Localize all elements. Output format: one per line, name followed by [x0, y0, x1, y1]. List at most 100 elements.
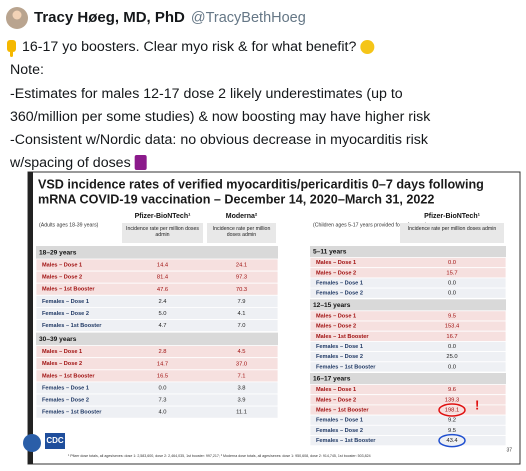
slide-title: VSD incidence rates of verified myocardi… [38, 177, 484, 191]
group-row [36, 246, 278, 259]
cell-value: 3.8 [237, 385, 245, 391]
column-sub-bg [122, 223, 203, 243]
cell-value: 25.0 [446, 354, 457, 360]
cell-value: 4.0 [158, 410, 166, 416]
table-row [309, 287, 507, 299]
cell-value: 24.1 [236, 263, 247, 269]
cell-value: 0.0 [448, 291, 456, 297]
cell-value: 0.0 [448, 364, 456, 370]
cell-value: 7.9 [237, 299, 245, 305]
column-header: Pfizer-BioNTech¹ [424, 213, 481, 220]
cell-value: 153.4 [445, 324, 460, 330]
row-label: Females – 1st Booster [42, 410, 102, 416]
cell-value: 2.8 [158, 349, 166, 355]
row-label: Females – Dose 2 [42, 311, 89, 317]
group-label: 18–29 years [39, 249, 77, 256]
author[interactable]: Tracy Høeg, MD, PhD [34, 9, 185, 26]
table-note: (Children ages 5-17 years provided for r… [313, 222, 427, 228]
handle[interactable]: @TracyBethHoeg [191, 10, 306, 26]
row-label: Females – Dose 2 [42, 398, 89, 404]
tweet-text: -Estimates for males 12-17 dose 2 likely… [10, 86, 403, 102]
cell-value: 70.3 [236, 287, 247, 293]
row-label: Males – Dose 1 [42, 349, 82, 355]
row-label: Females – 1st Booster [316, 364, 376, 370]
row-label: Females – 1st Booster [42, 323, 102, 329]
column-header: Moderna² [226, 213, 258, 220]
cell-value: 16.5 [157, 373, 168, 379]
page-number: 37 [506, 447, 512, 453]
table-row [309, 435, 507, 447]
tweet-text: w/spacing of doses [9, 155, 131, 171]
row-label: Males – Dose 1 [42, 263, 82, 269]
group-label: 12–15 years [313, 302, 351, 309]
group-row [36, 332, 278, 346]
column-sub-wrap: Incidence rate per million doses admin [212, 226, 271, 238]
row-label: Females – Dose 1 [42, 299, 89, 305]
slide-edge [28, 172, 33, 464]
cdc-logo-text: CDC [46, 436, 64, 445]
row-label: Females – Dose 2 [316, 428, 363, 434]
cell-value: 0.0 [448, 281, 456, 287]
column-sub-bg [400, 223, 504, 243]
row-label: Males – Dose 2 [42, 275, 82, 281]
column-sub: Incidence rate per million doses admin [212, 226, 271, 238]
cell-value: 9.5 [448, 313, 456, 319]
cell-value: 97.3 [236, 275, 247, 281]
annotation: ! [475, 397, 479, 412]
tweet-text: -Consistent w/Nordic data: no obvious de… [10, 132, 429, 148]
row-label: Males – 1st Booster [316, 407, 369, 413]
column-sub-wrap: Incidence rate per million doses admin [407, 226, 497, 232]
avatar-face [12, 10, 22, 20]
group-row [310, 246, 506, 258]
column-sub: Incidence rate per million doses admin [407, 226, 497, 232]
cell-value: 47.6 [157, 287, 168, 293]
blue-circle [438, 433, 466, 448]
column-sub-bg [207, 223, 276, 243]
table-row [35, 405, 279, 419]
row-label: Females – 1st Booster [316, 438, 376, 444]
column-sub: Incidence rate per million doses admin [126, 226, 199, 238]
slide-title: mRNA COVID-19 vaccination – December 14,… [38, 192, 434, 206]
cell-value: 0.0 [448, 344, 456, 350]
row-label: Males – 1st Booster [316, 334, 369, 340]
hhs-logo [23, 434, 41, 452]
cell-value: 14.7 [157, 361, 168, 367]
row-label: Females – Dose 1 [316, 344, 363, 350]
cell-value: 11.1 [236, 410, 247, 416]
column-header: Pfizer-BioNTech¹ [135, 213, 192, 220]
row-label: Females – Dose 2 [316, 354, 363, 360]
group-label: 16–17 years [313, 376, 351, 383]
cell-value: 3.9 [237, 398, 245, 404]
group-label: 5–11 years [313, 249, 347, 256]
row-label: Males – Dose 2 [316, 397, 356, 403]
cdc-logo [45, 433, 65, 449]
cell-value: 4.5 [237, 349, 245, 355]
table-row [309, 361, 507, 373]
cell-value: 139.3 [445, 397, 460, 403]
row-label: Males – Dose 2 [316, 270, 356, 276]
cell-value: 81.4 [157, 275, 169, 281]
cell-value: 14.4 [157, 263, 169, 269]
tweet-text: 16-17 yo boosters. Clear myo risk & for … [22, 39, 356, 55]
cell-value: 37.0 [236, 361, 247, 367]
row-label: Females – Dose 1 [316, 418, 363, 424]
table-note: (Adults ages 18-39 years) [39, 222, 99, 228]
emoji-thread [134, 155, 147, 170]
cell-value: 16.7 [446, 334, 457, 340]
cell-value: 7.1 [237, 373, 245, 379]
tweet-text: Note: [10, 62, 44, 78]
cell-value: 198.1 [445, 408, 460, 414]
group-row [310, 299, 506, 311]
cell-value: 4.1 [237, 311, 245, 317]
emoji-pointing [7, 40, 16, 57]
cell-value: 7.3 [158, 398, 166, 404]
cell-value: 5.0 [158, 311, 166, 317]
row-label: Males – Dose 2 [42, 361, 82, 367]
footnote: ¹ Pfizer dose totals, all ages/sexes: do… [68, 454, 371, 458]
emoji-confused [360, 40, 375, 54]
row-label: Males – Dose 1 [316, 260, 356, 266]
group-row [310, 373, 506, 385]
row-label: Males – Dose 1 [316, 313, 356, 319]
cell-value: 15.7 [446, 270, 457, 276]
